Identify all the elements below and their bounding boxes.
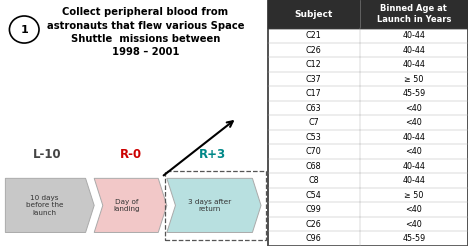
Text: 40-44: 40-44 [402,31,425,40]
Text: 10 days
before the
launch: 10 days before the launch [26,195,63,216]
Text: C8: C8 [308,176,319,185]
Polygon shape [167,178,261,232]
Text: <40: <40 [406,104,422,113]
Polygon shape [94,178,167,232]
Text: Day of
landing: Day of landing [113,199,140,212]
Text: <40: <40 [406,118,422,127]
Text: C53: C53 [306,133,322,142]
Text: 40-44: 40-44 [402,176,425,185]
Text: R+3: R+3 [199,148,226,161]
Text: C26: C26 [306,46,322,55]
Polygon shape [6,178,94,232]
Text: C54: C54 [306,191,322,200]
Text: C96: C96 [306,234,322,243]
Text: L-10: L-10 [33,148,61,161]
Text: 40-44: 40-44 [402,46,425,55]
Text: Binned Age at
Launch in Years: Binned Age at Launch in Years [377,4,451,24]
Text: <40: <40 [406,205,422,214]
Bar [166,171,266,240]
Text: C99: C99 [306,205,322,214]
Text: C37: C37 [306,75,322,84]
Text: C63: C63 [306,104,322,113]
Text: 40-44: 40-44 [402,162,425,171]
Text: <40: <40 [406,220,422,229]
Text: C21: C21 [306,31,322,40]
Text: 45-59: 45-59 [402,234,425,243]
Text: C12: C12 [306,60,322,69]
Text: C70: C70 [306,147,322,156]
Text: 40-44: 40-44 [402,60,425,69]
Text: 1: 1 [20,25,28,34]
Text: 40-44: 40-44 [402,133,425,142]
Text: R-0: R-0 [119,148,142,161]
Text: <40: <40 [406,147,422,156]
Text: C26: C26 [306,220,322,229]
Text: C68: C68 [306,162,322,171]
Text: Subject: Subject [294,10,333,19]
Text: C17: C17 [306,89,322,98]
Text: ≥ 50: ≥ 50 [404,191,424,200]
Text: C7: C7 [308,118,319,127]
Text: 3 days after
return: 3 days after return [188,199,232,212]
Bar [268,0,468,28]
Text: ≥ 50: ≥ 50 [404,75,424,84]
Text: Collect peripheral blood from
astronauts that flew various Space
Shuttle  missio: Collect peripheral blood from astronauts… [46,7,244,57]
Text: 45-59: 45-59 [402,89,425,98]
